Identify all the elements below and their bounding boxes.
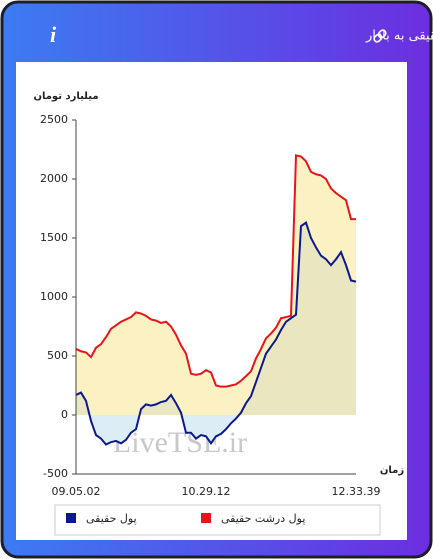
x-tick-label: 10.29.12 (182, 485, 231, 498)
x-tick-label: 12.33.39 (332, 485, 381, 498)
legend-swatch (201, 513, 211, 523)
line (75, 154, 356, 388)
area-negative (76, 415, 356, 445)
link-icon[interactable] (373, 29, 387, 43)
y-tick-label: 1000 (40, 290, 68, 303)
y-tick-label: 2500 (40, 113, 68, 126)
y-tick-label: -500 (43, 467, 68, 480)
plot: LiveTSE.ir-5000500100015002000250009.05.… (40, 113, 380, 498)
y-tick-label: 500 (47, 349, 68, 362)
line (75, 221, 357, 446)
x-tick-label: 09.05.02 (52, 485, 101, 498)
y-tick-label: 1500 (40, 231, 68, 244)
legend-swatch (66, 513, 76, 523)
y-tick-label: 0 (61, 408, 68, 421)
x-axis-label: زمان (380, 465, 404, 476)
y-axis-label: میلیارد تومان (33, 91, 98, 102)
y-tick-label: 2000 (40, 172, 68, 185)
legend-items: پول حقیقی پول درشت حقیقی (66, 512, 305, 525)
legend-label: پول حقیقی (86, 512, 137, 525)
info-icon[interactable]: i (50, 22, 57, 47)
area (76, 222, 356, 415)
legend (54, 504, 381, 536)
legend-label: پول درشت حقیقی (221, 512, 305, 525)
